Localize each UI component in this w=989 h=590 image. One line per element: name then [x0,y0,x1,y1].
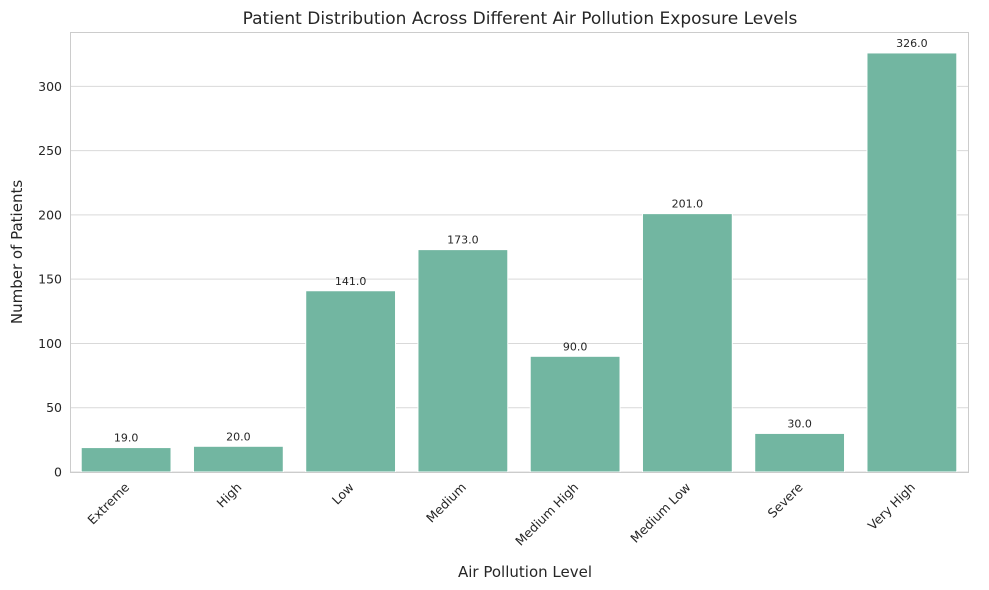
data-labels: 19.0 20.0 141.0 173.0 90.0 201.0 30.0 326.0 [114,37,928,445]
data-label: 173.0 [447,234,479,247]
chart-title: Patient Distribution Across Different Ai… [243,9,798,29]
data-label: 20.0 [226,430,251,443]
bar [192,445,284,473]
y-tick-label: 250 [38,143,62,158]
y-tick-label: 200 [38,207,62,222]
y-axis-label: Number of Patients [8,180,26,324]
data-label: 201.0 [672,198,704,211]
data-label: 90.0 [563,340,588,353]
bar [80,447,172,473]
y-tick-label: 0 [54,465,62,480]
x-axis-label: Air Pollution Level [458,563,592,581]
data-label: 19.0 [114,432,139,445]
y-tick-label: 100 [38,336,62,351]
bar [305,290,397,473]
bar [417,249,509,473]
data-label: 326.0 [896,37,928,50]
y-tick-label: 50 [46,400,62,415]
bar [641,213,733,473]
bar [866,52,958,473]
data-label: 30.0 [787,417,812,430]
bar [754,432,846,473]
y-tick-label: 300 [38,79,62,94]
bar [529,355,621,473]
data-label: 141.0 [335,275,367,288]
y-tick-labels: 0 50 100 150 200 250 300 [38,79,62,480]
plot-frame [70,32,969,473]
y-tick-label: 150 [38,272,62,287]
